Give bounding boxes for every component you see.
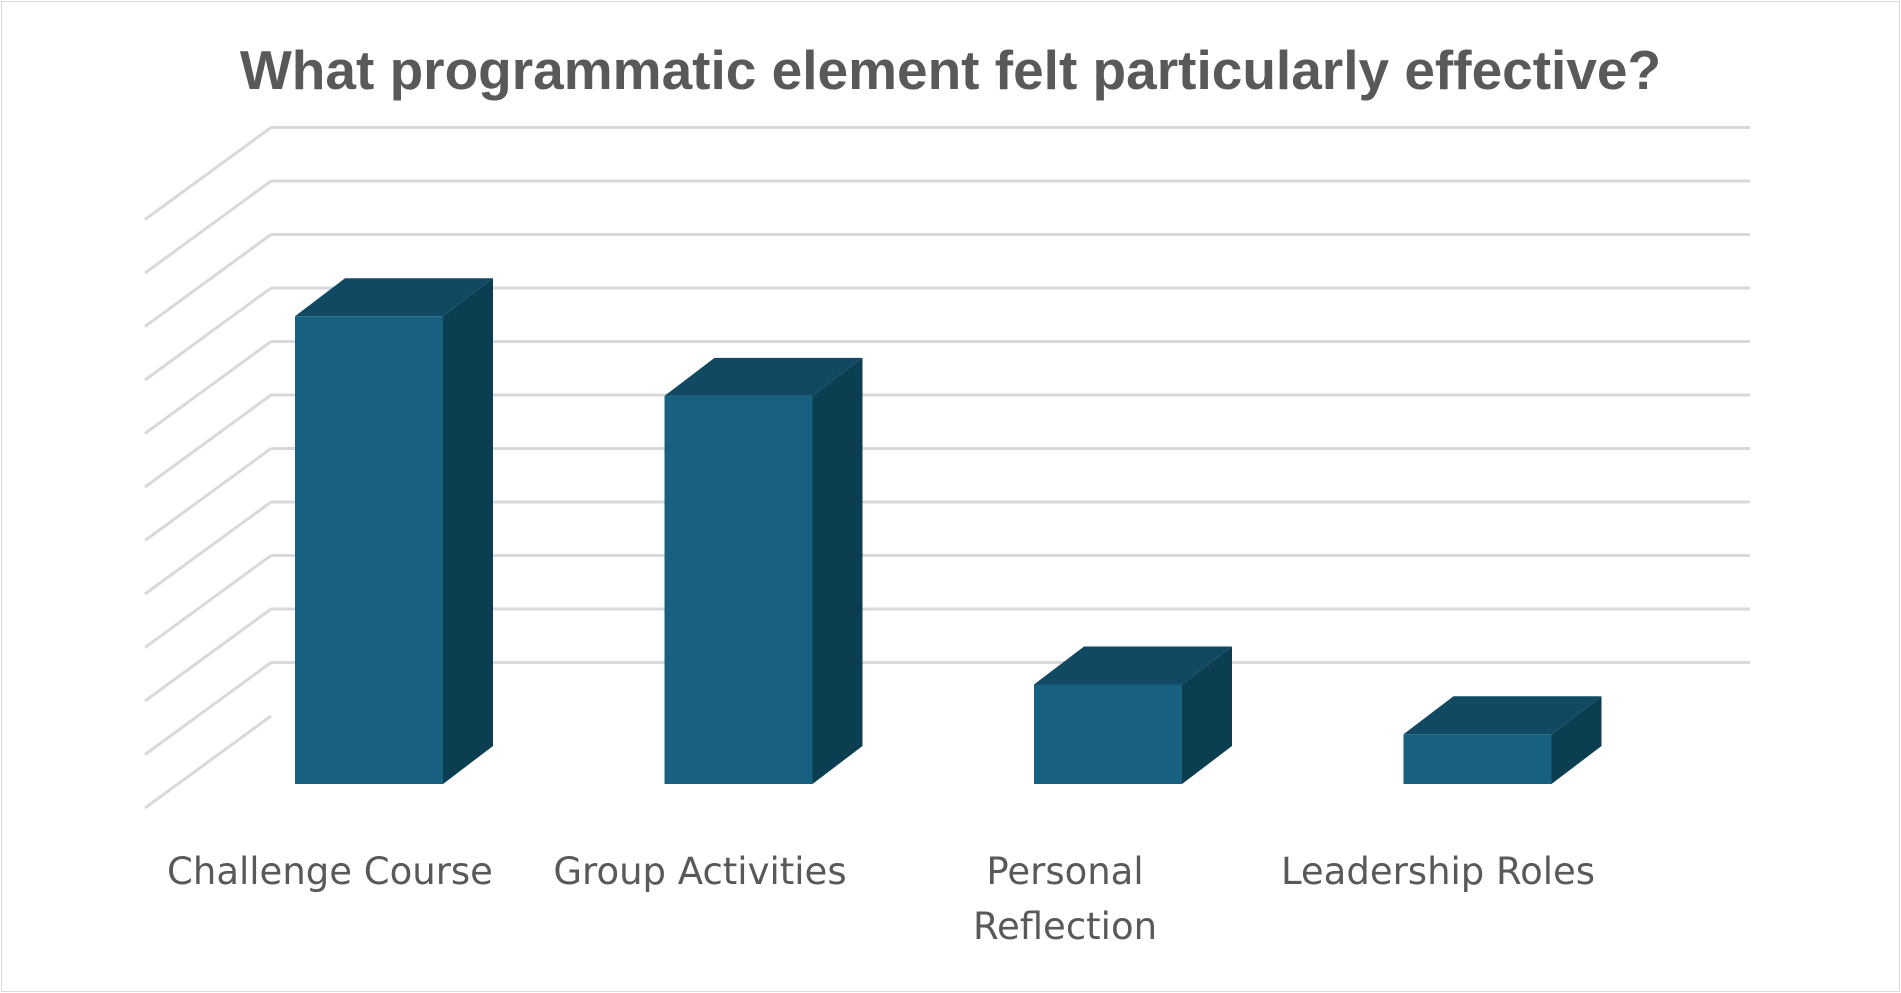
gridline-side [144,447,272,542]
category-label-line: Group Activities [553,850,846,893]
bar [1034,646,1232,784]
bar-top [1403,696,1602,735]
bar-front [1034,684,1182,784]
category-label-line: Challenge Course [167,850,493,893]
bar-front [664,395,813,784]
gridline-side [144,500,272,596]
bar-front [1403,734,1552,784]
bar-side [1551,696,1602,784]
gridline-side [144,393,272,489]
category-label: Leadership Roles [1281,850,1595,893]
gridlines [144,126,1750,810]
category-label: Personal Reflection [973,850,1157,948]
category-label: Challenge Course [167,850,493,893]
category-label-line: Personal [986,850,1143,893]
chart-title: What programmatic element felt particula… [239,39,1662,101]
bar-top [1034,646,1232,685]
gridline-side [144,286,272,382]
category-label-line: Leadership Roles [1281,850,1595,893]
gridline-side [144,179,272,275]
gridline-side [144,340,272,435]
bar-top [664,357,863,396]
category-labels: Challenge Course Group Activities Personal… [167,850,1595,948]
bar-side [1182,646,1232,784]
gridline-side [144,126,272,221]
bar-side [812,357,863,784]
bar-front [295,316,443,784]
bar [1403,696,1602,784]
bar [295,278,493,784]
category-label-line: Reflection [973,905,1157,948]
gridline-side [144,714,272,810]
gridline-side [144,661,272,756]
gridline-side [144,554,272,649]
bar [664,357,863,784]
bars [295,278,1602,784]
bar-top [295,278,493,317]
gridline-side [144,233,272,328]
gridline-side [144,607,272,703]
bar-side [443,278,493,784]
category-label: Group Activities [553,850,846,893]
